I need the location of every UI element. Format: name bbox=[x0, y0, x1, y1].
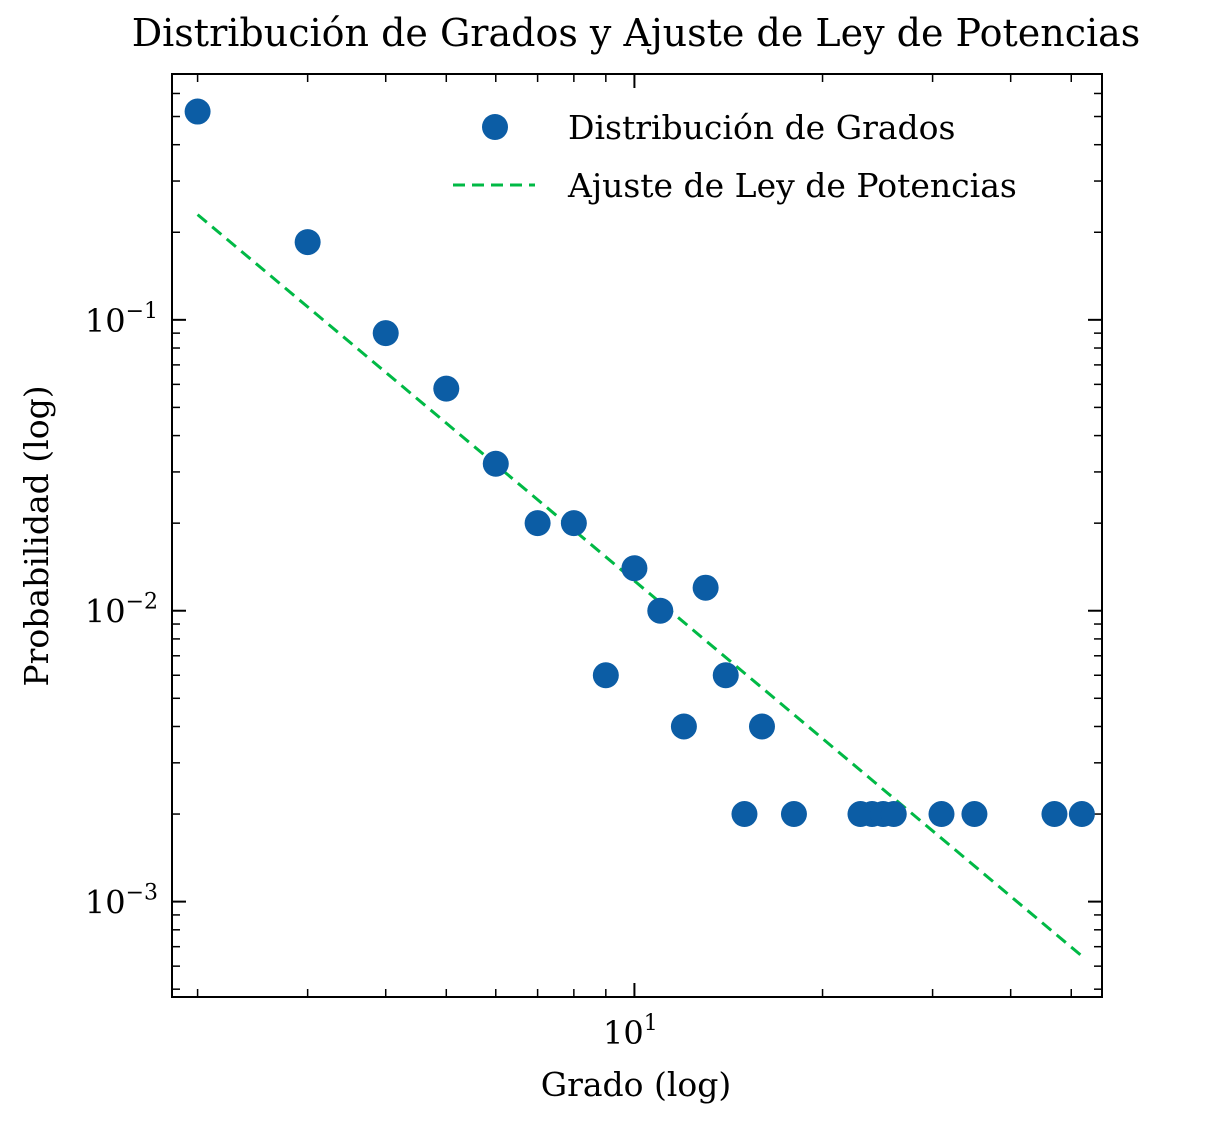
chart-title: Distribución de Grados y Ajuste de Ley d… bbox=[132, 11, 1141, 55]
data-point bbox=[961, 801, 988, 828]
data-point bbox=[731, 801, 758, 828]
y-tick-label: 10−1 bbox=[85, 299, 158, 340]
points-layer bbox=[184, 98, 1095, 828]
data-point bbox=[1041, 801, 1068, 828]
data-point bbox=[560, 510, 587, 537]
legend-label-fit: Ajuste de Ley de Potencias bbox=[567, 166, 1017, 205]
y-tick-label: 10−2 bbox=[85, 590, 158, 631]
y-tick-label: 10−3 bbox=[85, 881, 158, 922]
fit-line-layer bbox=[196, 213, 1083, 958]
data-point bbox=[294, 229, 321, 256]
data-point bbox=[647, 597, 674, 624]
data-point bbox=[928, 801, 955, 828]
data-point bbox=[1068, 801, 1095, 828]
fit-line bbox=[196, 213, 1083, 958]
data-point bbox=[880, 801, 907, 828]
data-point bbox=[780, 801, 807, 828]
data-point bbox=[372, 320, 399, 347]
x-tick-label: 101 bbox=[603, 1011, 658, 1052]
data-point bbox=[482, 450, 509, 477]
x-tick-labels: 101 bbox=[603, 1011, 658, 1052]
data-point bbox=[433, 375, 460, 402]
data-point bbox=[524, 510, 551, 537]
data-point bbox=[670, 713, 697, 740]
data-point bbox=[692, 574, 719, 601]
data-point bbox=[712, 662, 739, 689]
data-point bbox=[748, 713, 775, 740]
data-point bbox=[592, 662, 619, 689]
axis-ticks bbox=[172, 74, 1102, 997]
y-axis-label: Probabilidad (log) bbox=[17, 385, 56, 686]
legend-label-scatter: Distribución de Grados bbox=[568, 108, 955, 147]
data-point bbox=[621, 555, 648, 582]
plot-area bbox=[171, 73, 1103, 998]
data-point bbox=[184, 98, 211, 125]
legend-scatter-marker bbox=[482, 114, 508, 140]
plot-frame bbox=[171, 73, 1103, 998]
y-tick-labels: 10−3 10−2 10−1 bbox=[85, 299, 158, 922]
legend: Distribución de Grados Ajuste de Ley de … bbox=[453, 108, 1017, 205]
x-axis-label: Grado (log) bbox=[541, 1065, 732, 1104]
